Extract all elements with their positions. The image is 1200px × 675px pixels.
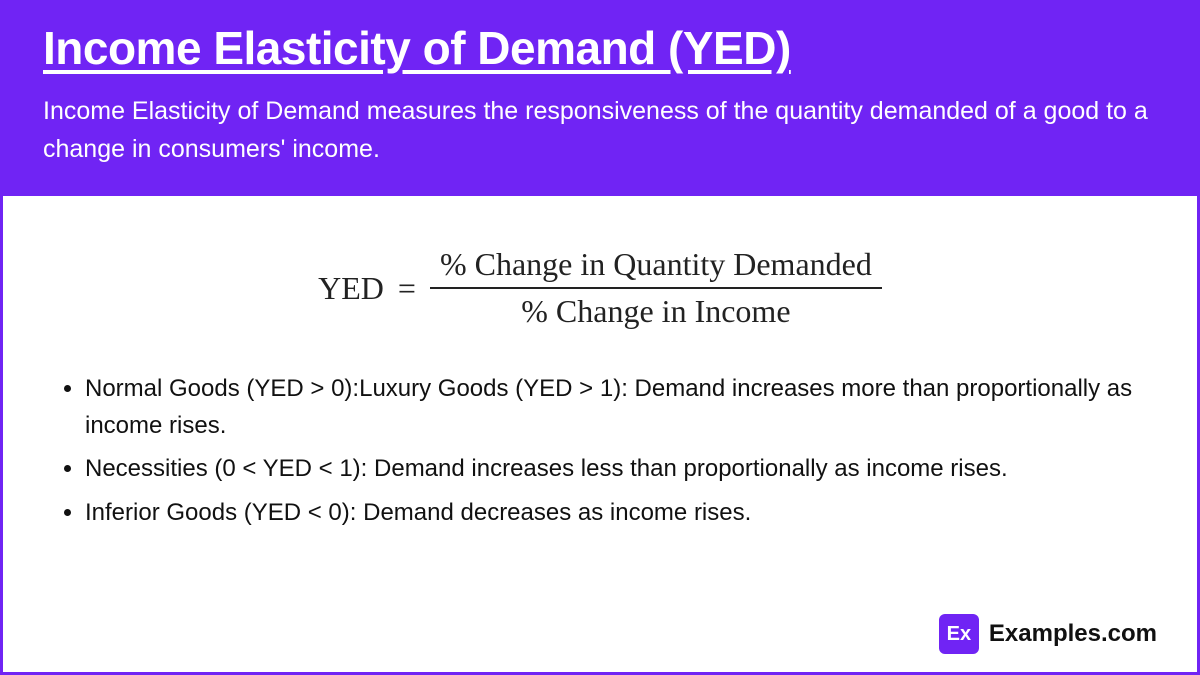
description-text: Income Elasticity of Demand measures the… — [43, 93, 1157, 168]
header-section: Income Elasticity of Demand (YED) Income… — [3, 3, 1197, 196]
page-title: Income Elasticity of Demand (YED) — [43, 21, 1157, 75]
list-item: Inferior Goods (YED < 0): Demand decreas… — [85, 494, 1147, 531]
formula-denominator: % Change in Income — [511, 289, 800, 330]
list-item: Normal Goods (YED > 0):Luxury Goods (YED… — [85, 370, 1147, 444]
formula-numerator: % Change in Quantity Demanded — [430, 246, 882, 289]
formula-equals: = — [398, 270, 416, 307]
body-section: YED = % Change in Quantity Demanded % Ch… — [3, 196, 1197, 672]
formula-fraction: % Change in Quantity Demanded % Change i… — [430, 246, 882, 330]
formula-lhs: YED — [318, 270, 384, 307]
logo-text: Examples.com — [989, 620, 1157, 648]
logo-icon: Ex — [939, 614, 979, 654]
bullet-list: Normal Goods (YED > 0):Luxury Goods (YED… — [53, 370, 1147, 531]
infographic-card: Income Elasticity of Demand (YED) Income… — [0, 0, 1200, 675]
formula-block: YED = % Change in Quantity Demanded % Ch… — [53, 246, 1147, 330]
footer-logo: Ex Examples.com — [939, 614, 1157, 654]
list-item: Necessities (0 < YED < 1): Demand increa… — [85, 450, 1147, 487]
